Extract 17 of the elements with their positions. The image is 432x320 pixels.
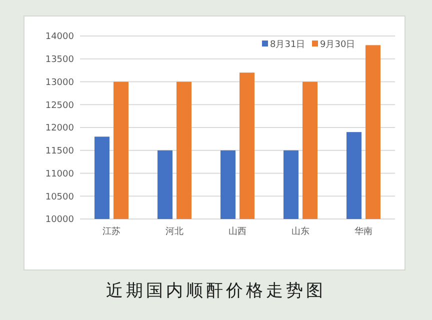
y-tick-label: 11500 — [45, 146, 74, 157]
text: 近期国内顺酐价格走势图 — [106, 281, 326, 301]
y-tick-label: 13500 — [45, 55, 74, 66]
y-tick-label: 10000 — [45, 215, 74, 226]
y-tick-label: 10500 — [45, 192, 74, 202]
y-tick-label: 12500 — [45, 100, 74, 111]
legend-label: 9月30日 — [320, 40, 356, 50]
x-tick-label: 山东 — [292, 226, 310, 237]
x-tick-label: 山西 — [228, 226, 246, 237]
legend-label: 8月31日 — [270, 40, 306, 50]
x-tick-label: 河北 — [166, 226, 184, 237]
x-tick-label: 华南 — [354, 226, 372, 237]
y-tick-label: 12000 — [45, 124, 74, 134]
x-tick-label: 江苏 — [102, 226, 120, 237]
y-tick-label: 14000 — [45, 32, 74, 42]
y-tick-label: 13000 — [45, 78, 74, 88]
y-tick-label: 11000 — [45, 169, 74, 180]
